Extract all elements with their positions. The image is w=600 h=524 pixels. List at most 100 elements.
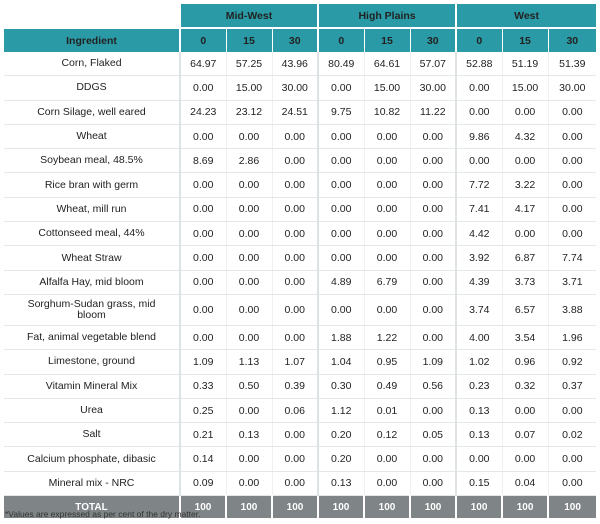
total-value-cell: 100	[363, 495, 411, 519]
value-cell: 0.20	[317, 422, 365, 448]
value-cell: 0.00	[225, 294, 272, 326]
value-cell: 0.00	[271, 294, 319, 326]
value-cell: 15.00	[501, 75, 549, 101]
value-cell: 0.00	[271, 221, 319, 247]
value-cell: 52.88	[455, 52, 503, 77]
ingredient-name-cell: Corn, Flaked	[4, 52, 180, 77]
value-cell: 0.00	[179, 325, 226, 351]
table-row: Corn, Flaked 64.97 57.25 43.96 80.49 64.61 57.…	[4, 52, 597, 77]
value-cell: 0.00	[363, 172, 411, 198]
value-cell: 4.32	[501, 124, 549, 150]
value-cell: 3.54	[501, 325, 549, 351]
value-cell: 0.00	[409, 148, 457, 174]
region-header-west: West	[455, 4, 597, 28]
value-cell: 0.13	[455, 398, 503, 424]
value-cell: 0.00	[363, 446, 411, 472]
total-value-cell: 100	[317, 495, 365, 519]
value-cell: 0.00	[271, 197, 319, 223]
value-cell: 51.39	[547, 52, 597, 77]
table-row: Calcium phosphate, dibasic 0.14 0.00 0.00 0.…	[4, 446, 597, 472]
value-cell: 0.00	[271, 245, 319, 271]
footnote: *Values are expressed as per cent of the…	[5, 509, 201, 519]
value-cell: 0.00	[225, 270, 272, 295]
table-row: DDGS 0.00 15.00 30.00 0.00 15.00 30.00 0.00 15.0…	[4, 75, 597, 101]
value-cell: 0.00	[317, 221, 365, 247]
value-cell: 0.00	[409, 172, 457, 198]
value-cell: 4.00	[455, 325, 503, 351]
value-cell: 0.07	[501, 422, 549, 448]
value-cell: 1.96	[547, 325, 597, 351]
value-cell: 0.00	[225, 446, 272, 472]
value-cell: 0.00	[547, 148, 597, 174]
ingredient-name-cell: Corn Silage, well eared	[4, 100, 180, 125]
value-cell: 0.00	[409, 221, 457, 247]
value-cell: 24.51	[271, 100, 319, 125]
value-cell: 30.00	[547, 75, 597, 101]
value-cell: 0.00	[317, 75, 365, 101]
ingredient-name-cell: Wheat, mill run	[4, 197, 180, 223]
level-header: 30	[547, 27, 597, 52]
value-cell: 0.04	[501, 471, 549, 497]
value-cell: 0.00	[317, 172, 365, 198]
total-row: TOTAL 100 100 100 100 100 100 100 100 100	[4, 495, 597, 519]
value-cell: 7.74	[547, 245, 597, 271]
value-cell: 57.07	[409, 52, 457, 77]
value-cell: 8.69	[179, 148, 226, 174]
value-cell: 0.20	[317, 446, 365, 472]
value-cell: 15.00	[225, 75, 272, 101]
value-cell: 2.86	[225, 148, 272, 174]
table-body: Corn, Flaked 64.97 57.25 43.96 80.49 64.61 57.…	[4, 52, 597, 519]
table-row: Wheat 0.00 0.00 0.00 0.00 0.00 0.00 9.86 4.32 0.0…	[4, 124, 597, 150]
value-cell: 0.00	[225, 471, 272, 497]
value-cell: 0.21	[179, 422, 226, 448]
value-cell: 0.00	[317, 124, 365, 150]
level-header: 30	[409, 27, 457, 52]
value-cell: 51.19	[501, 52, 549, 77]
value-cell: 0.00	[317, 294, 365, 326]
ingredient-column-header: Ingredient	[4, 27, 180, 52]
value-cell: 0.00	[409, 270, 457, 295]
ingredient-name-cell: Cottonseed meal, 44%	[4, 221, 180, 247]
value-cell: 0.13	[455, 422, 503, 448]
value-cell: 3.88	[547, 294, 597, 326]
level-header: 0	[455, 27, 503, 52]
value-cell: 1.02	[455, 349, 503, 375]
ingredient-name-cell: Wheat Straw	[4, 245, 180, 271]
value-cell: 0.00	[547, 471, 597, 497]
table-row: Wheat, mill run 0.00 0.00 0.00 0.00 0.00 0.00 7…	[4, 197, 597, 223]
level-header: 30	[271, 27, 319, 52]
value-cell: 0.92	[547, 349, 597, 375]
value-cell: 9.75	[317, 100, 365, 125]
value-cell: 0.15	[455, 471, 503, 497]
table-row: Salt 0.21 0.13 0.00 0.20 0.12 0.05 0.13 0.07 0.02	[4, 422, 597, 448]
value-cell: 1.07	[271, 349, 319, 375]
value-cell: 4.42	[455, 221, 503, 247]
value-cell: 0.00	[317, 148, 365, 174]
value-cell: 1.88	[317, 325, 365, 351]
table-row: Wheat Straw 0.00 0.00 0.00 0.00 0.00 0.00 3.92 6…	[4, 245, 597, 271]
region-header-midwest: Mid-West	[178, 4, 319, 28]
value-cell: 0.00	[363, 294, 411, 326]
value-cell: 0.37	[547, 374, 597, 399]
value-cell: 0.00	[271, 148, 319, 174]
total-value-cell: 100	[225, 495, 272, 519]
value-cell: 6.57	[501, 294, 549, 326]
value-cell: 0.00	[363, 148, 411, 174]
value-cell: 0.00	[363, 221, 411, 247]
value-cell: 0.00	[547, 398, 597, 424]
value-cell: 3.92	[455, 245, 503, 271]
value-cell: 0.00	[455, 148, 503, 174]
level-header: 0	[179, 27, 226, 52]
value-cell: 0.00	[179, 294, 226, 326]
value-cell: 0.00	[225, 398, 272, 424]
value-cell: 0.00	[271, 270, 319, 295]
value-cell: 0.00	[547, 124, 597, 150]
value-cell: 3.71	[547, 270, 597, 295]
header-blank-cell	[4, 4, 180, 28]
value-cell: 7.72	[455, 172, 503, 198]
value-cell: 4.89	[317, 270, 365, 295]
total-value-cell: 100	[270, 495, 319, 519]
ingredient-name-cell: Urea	[4, 398, 180, 424]
value-cell: 0.00	[409, 197, 457, 223]
value-cell: 0.01	[363, 398, 411, 424]
